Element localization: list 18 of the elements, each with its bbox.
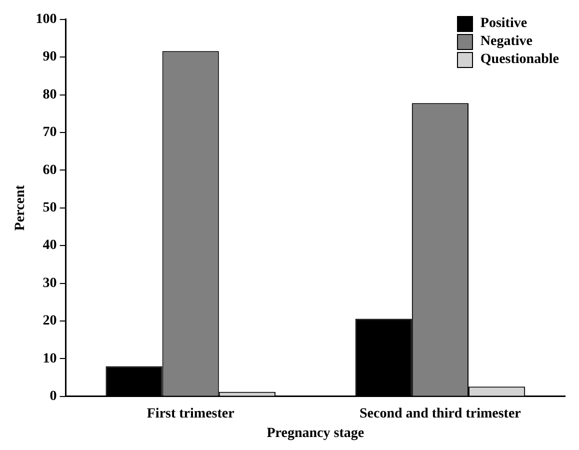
y-tick-label: 70 — [42, 125, 57, 140]
y-tick-label: 20 — [42, 314, 57, 329]
x-axis-title: Pregnancy stage — [266, 426, 364, 442]
legend-label: Positive — [480, 16, 528, 32]
y-tick-label: 50 — [42, 200, 57, 216]
y-tick-label: 100 — [36, 12, 57, 28]
legend-label: Questionable — [480, 52, 559, 68]
legend-label: Negative — [480, 34, 533, 50]
y-tick-label: 0 — [50, 389, 57, 404]
y-tick-label: 80 — [42, 87, 57, 102]
y-tick-label: 60 — [42, 162, 57, 178]
x-tick-label: First trimester — [146, 406, 234, 422]
y-tick-label: 30 — [42, 276, 57, 291]
x-tick-label: Second and third trimester — [360, 406, 521, 422]
y-tick-label: 90 — [42, 50, 57, 65]
y-tick-label: 10 — [42, 351, 57, 366]
y-tick-label: 40 — [42, 238, 57, 254]
y-axis-title: Percent — [13, 184, 28, 231]
